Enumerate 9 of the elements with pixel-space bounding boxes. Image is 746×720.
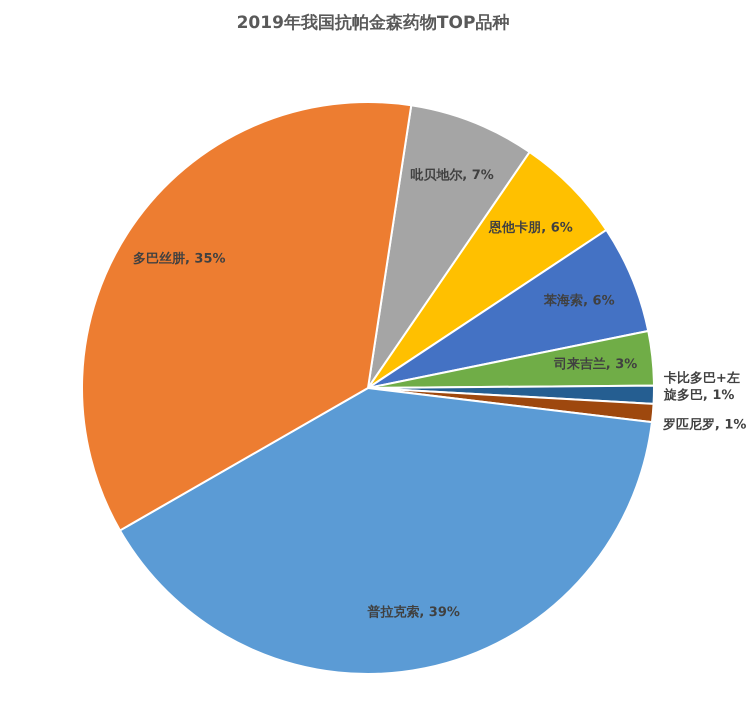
chart-title: 2019年我国抗帕金森药物TOP品种 <box>236 13 510 33</box>
slice-label: 卡比多巴+左旋多巴, 1% <box>662 370 740 403</box>
slice-label: 普拉克索, 39% <box>366 604 460 620</box>
slice-label: 苯海索, 6% <box>543 292 615 308</box>
slice-label: 司来吉兰, 3% <box>552 356 638 372</box>
slice-label: 恩他卡朋, 6% <box>488 220 573 236</box>
slice-label: 吡贝地尔, 7% <box>410 168 494 183</box>
slice-label: 多巴丝肼, 35% <box>132 250 226 266</box>
slice-label: 罗匹尼罗, 1% <box>662 417 746 432</box>
